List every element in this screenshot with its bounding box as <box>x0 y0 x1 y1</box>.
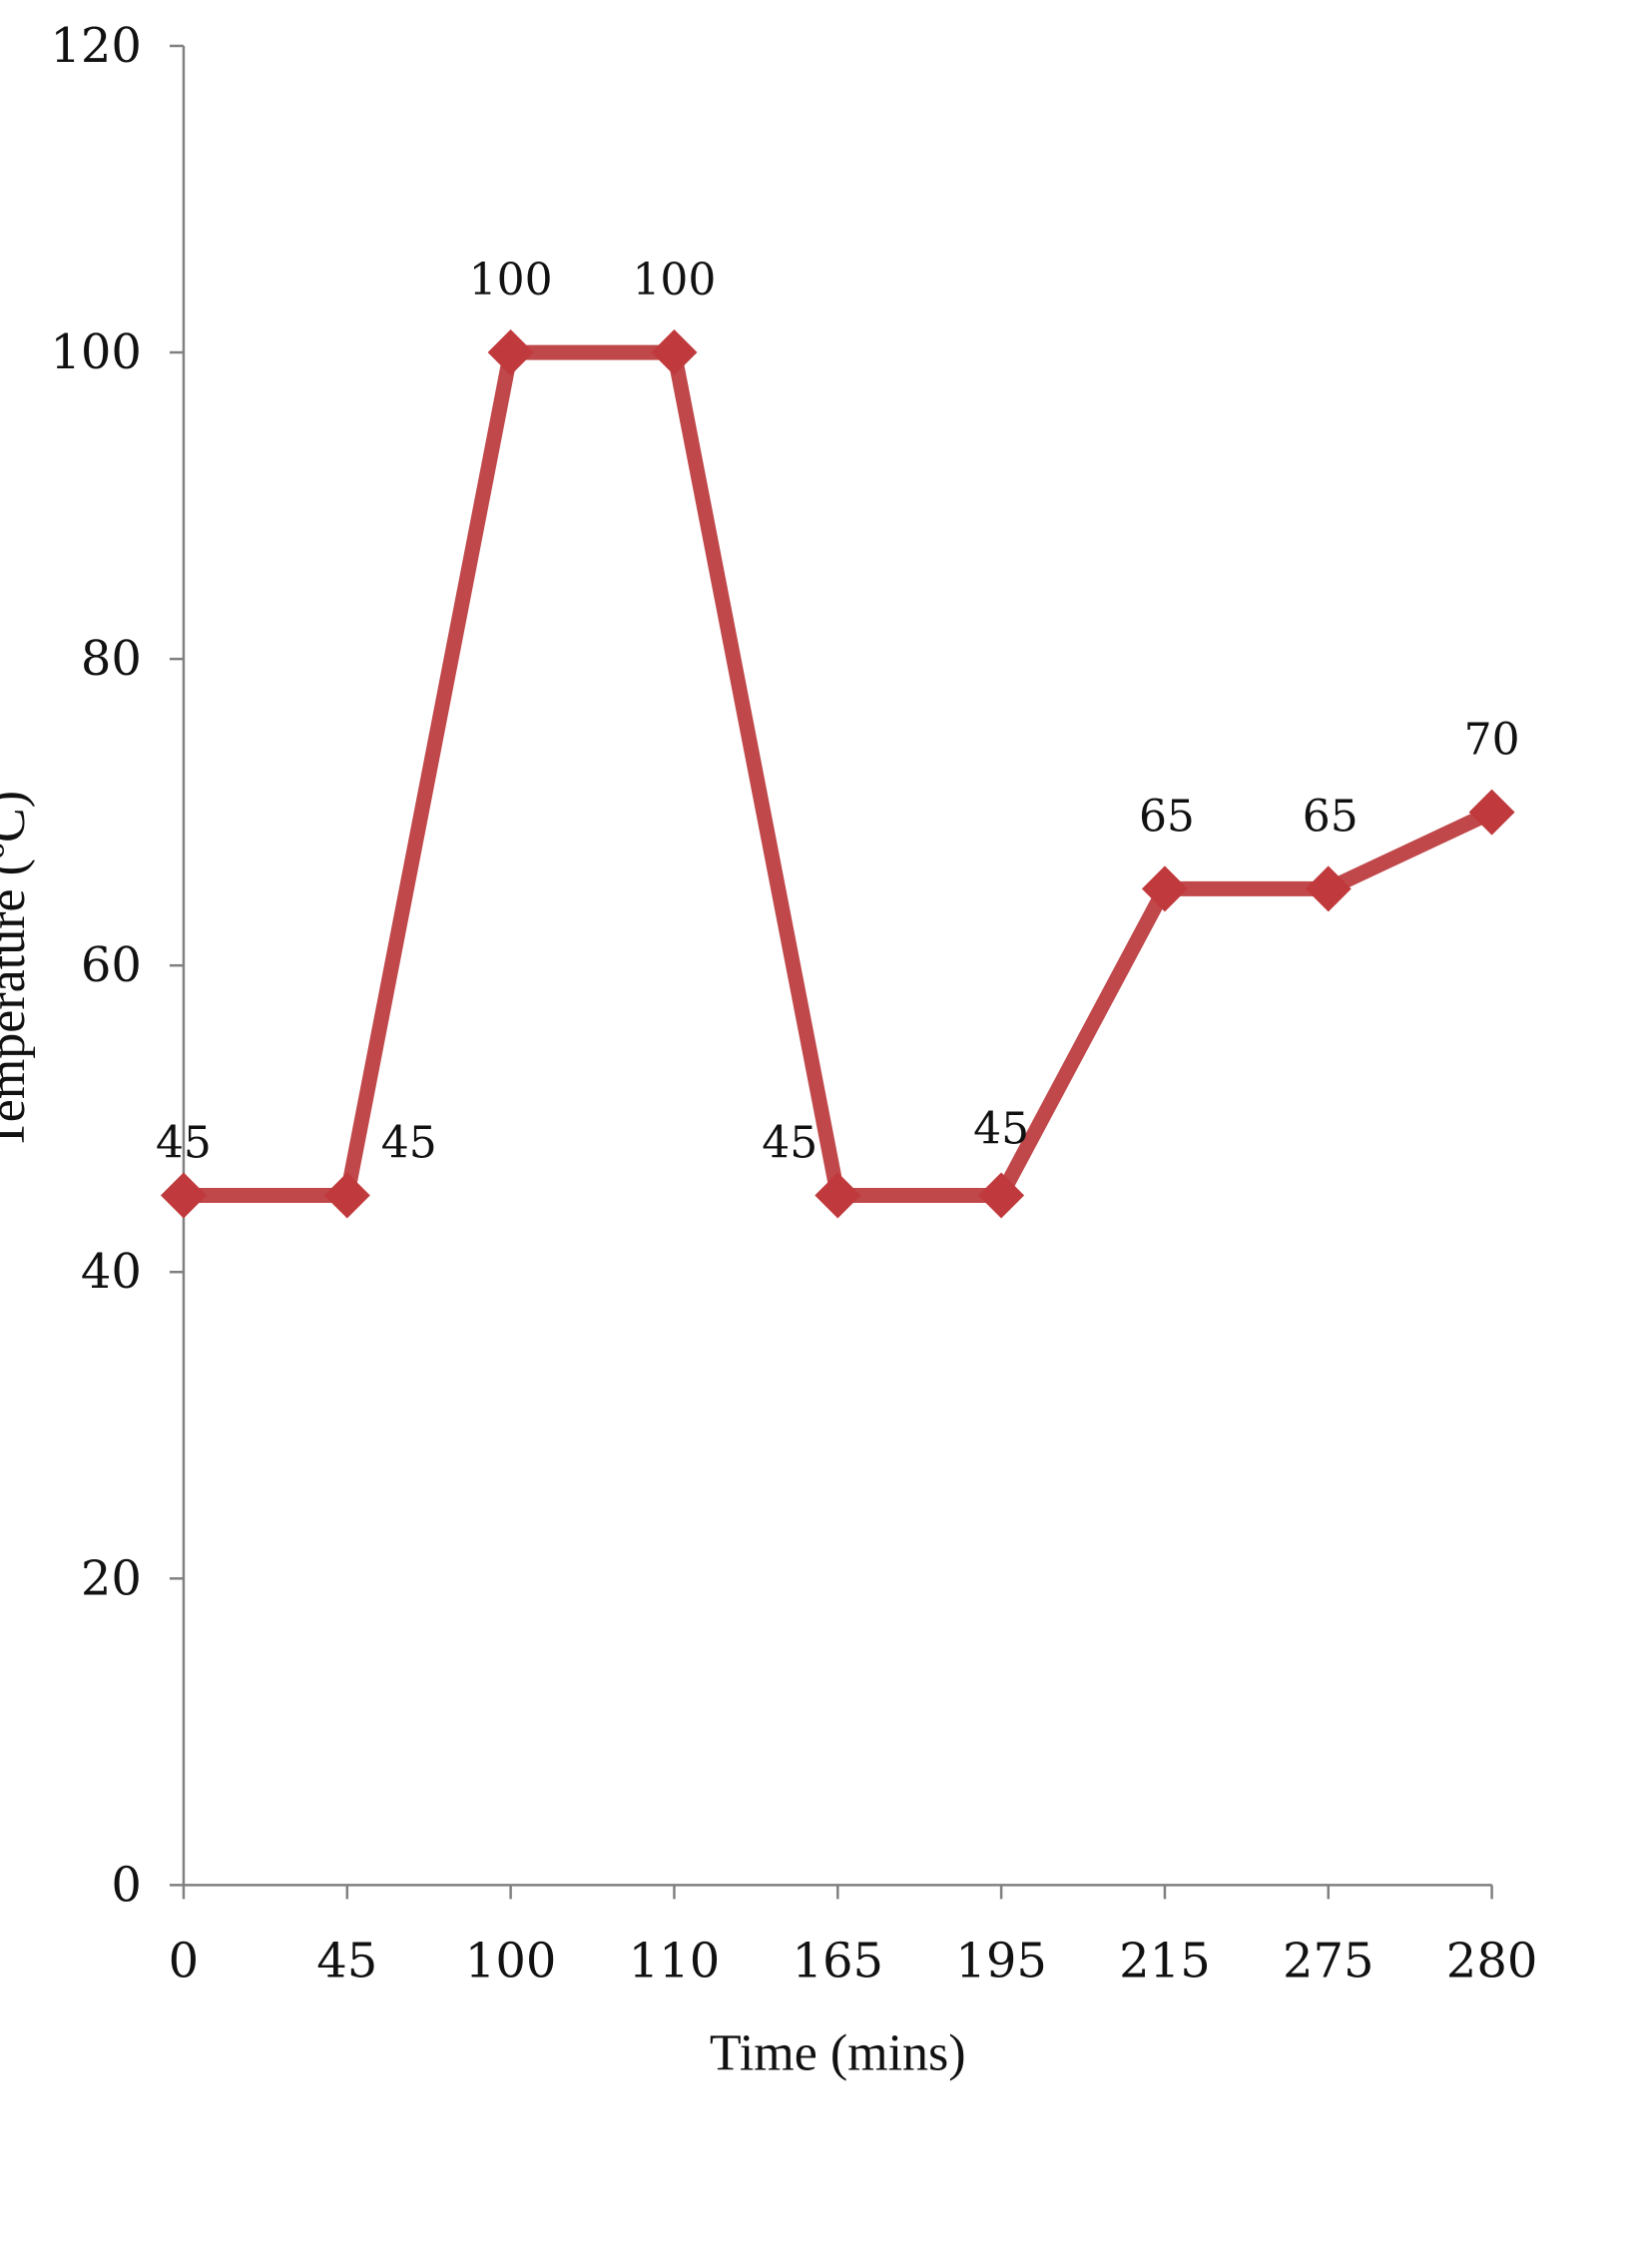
y-tick-label: 0 <box>111 1857 142 1913</box>
data-label: 100 <box>632 255 716 305</box>
data-label: 65 <box>1139 791 1195 842</box>
x-tick-label: 45 <box>316 1933 377 1988</box>
x-tick-label: 195 <box>955 1933 1047 1988</box>
data-label: 45 <box>156 1117 212 1168</box>
data-label: 70 <box>1464 715 1520 766</box>
data-point-marker <box>1468 789 1515 836</box>
x-axis-title: Time (mins) <box>710 2024 966 2081</box>
y-tick-label: 20 <box>81 1550 142 1606</box>
y-axis-title: Temperature (ºC) <box>0 791 36 1150</box>
x-axis-ticks: 0 45 100 110 165 195 215 275 280 <box>169 1885 1538 1988</box>
y-tick-label: 120 <box>50 18 142 74</box>
x-tick-label: 280 <box>1446 1933 1538 1988</box>
data-label: 45 <box>762 1117 817 1168</box>
data-label: 45 <box>973 1103 1029 1154</box>
data-label: 45 <box>381 1117 437 1168</box>
data-point-marker <box>1141 865 1188 912</box>
y-tick-label: 60 <box>81 937 142 993</box>
y-tick-label: 100 <box>50 324 142 380</box>
x-tick-label: 275 <box>1283 1933 1374 1988</box>
data-labels: 45 45 100 100 45 45 65 65 70 <box>156 255 1520 1168</box>
series-temperature <box>160 329 1515 1219</box>
data-point-marker <box>651 329 698 376</box>
data-point-marker <box>815 1172 861 1219</box>
y-axis-ticks: 0 20 40 60 80 100 120 <box>50 18 184 1913</box>
y-tick-label: 40 <box>81 1244 142 1300</box>
data-point-marker <box>323 1172 370 1219</box>
data-label: 100 <box>469 255 553 305</box>
data-point-marker <box>978 1172 1025 1219</box>
data-label: 65 <box>1303 791 1359 842</box>
data-point-marker <box>1305 865 1352 912</box>
x-tick-label: 110 <box>629 1933 721 1988</box>
y-tick-label: 80 <box>81 631 142 687</box>
x-tick-label: 100 <box>465 1933 557 1988</box>
x-tick-label: 0 <box>169 1933 200 1988</box>
data-point-marker <box>160 1172 207 1219</box>
data-point-marker <box>487 329 534 376</box>
x-tick-label: 165 <box>792 1933 883 1988</box>
x-tick-label: 215 <box>1119 1933 1211 1988</box>
